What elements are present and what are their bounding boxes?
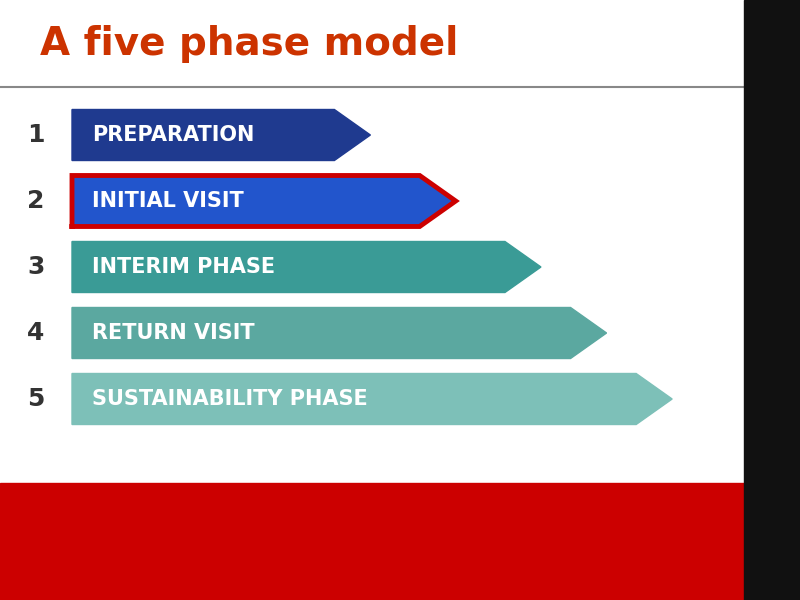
Text: 3: 3: [27, 255, 45, 279]
Text: 4: 4: [27, 321, 45, 345]
Bar: [744, 0, 800, 600]
Text: 1: 1: [27, 123, 45, 147]
Text: INTERIM PHASE: INTERIM PHASE: [92, 257, 275, 277]
Text: 5: 5: [27, 387, 45, 411]
Polygon shape: [72, 175, 456, 226]
Polygon shape: [72, 241, 541, 292]
Text: 2: 2: [27, 189, 45, 213]
Polygon shape: [72, 373, 672, 424]
Polygon shape: [72, 307, 606, 358]
Text: RETURN VISIT: RETURN VISIT: [92, 323, 254, 343]
Polygon shape: [72, 109, 370, 160]
Text: SUSTAINABILITY PHASE: SUSTAINABILITY PHASE: [92, 389, 368, 409]
Text: INITIAL VISIT: INITIAL VISIT: [92, 191, 244, 211]
Bar: [0, 483, 744, 600]
Text: Maximising In-country Experiences: Maximising In-country Experiences: [16, 576, 370, 594]
Text: PREPARATION: PREPARATION: [92, 125, 254, 145]
Text: A five phase model: A five phase model: [40, 25, 458, 63]
